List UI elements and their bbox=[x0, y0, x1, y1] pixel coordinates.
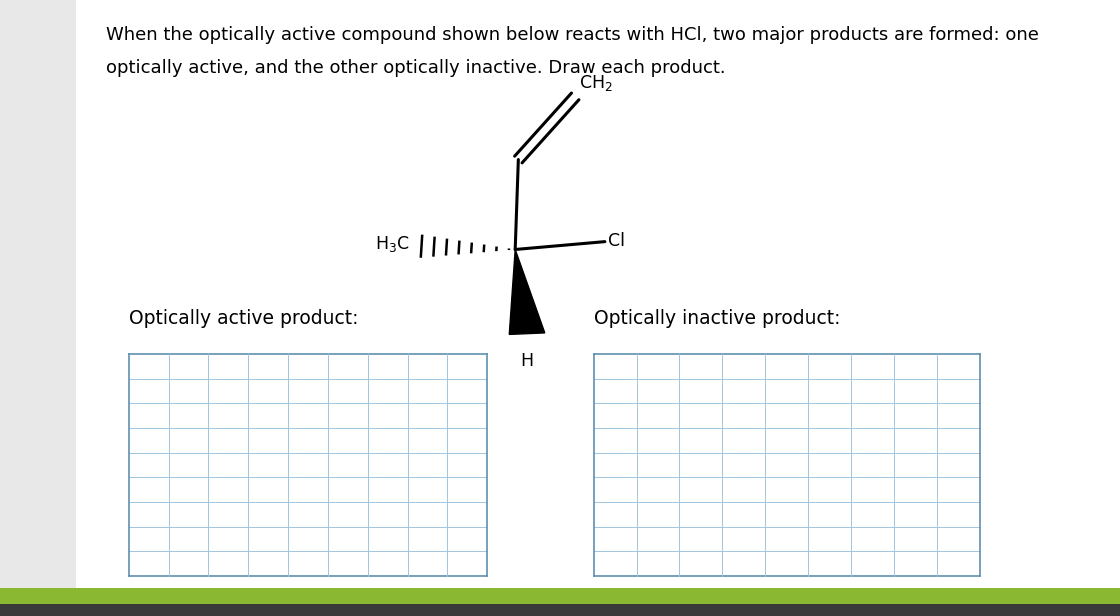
FancyBboxPatch shape bbox=[0, 590, 1120, 616]
Text: H: H bbox=[521, 352, 533, 370]
FancyBboxPatch shape bbox=[0, 0, 76, 616]
Text: When the optically active compound shown below reacts with HCl, two major produc: When the optically active compound shown… bbox=[106, 26, 1039, 44]
FancyBboxPatch shape bbox=[594, 354, 980, 576]
Text: Optically active product:: Optically active product: bbox=[129, 309, 358, 328]
FancyBboxPatch shape bbox=[0, 588, 1120, 604]
Polygon shape bbox=[510, 249, 544, 334]
FancyBboxPatch shape bbox=[76, 0, 1120, 591]
Text: H$_3$C: H$_3$C bbox=[375, 233, 410, 254]
Text: optically active, and the other optically inactive. Draw each product.: optically active, and the other opticall… bbox=[106, 59, 726, 76]
FancyBboxPatch shape bbox=[129, 354, 487, 576]
Text: Optically inactive product:: Optically inactive product: bbox=[594, 309, 840, 328]
Text: Cl: Cl bbox=[608, 232, 625, 250]
Text: CH$_2$: CH$_2$ bbox=[579, 73, 613, 93]
